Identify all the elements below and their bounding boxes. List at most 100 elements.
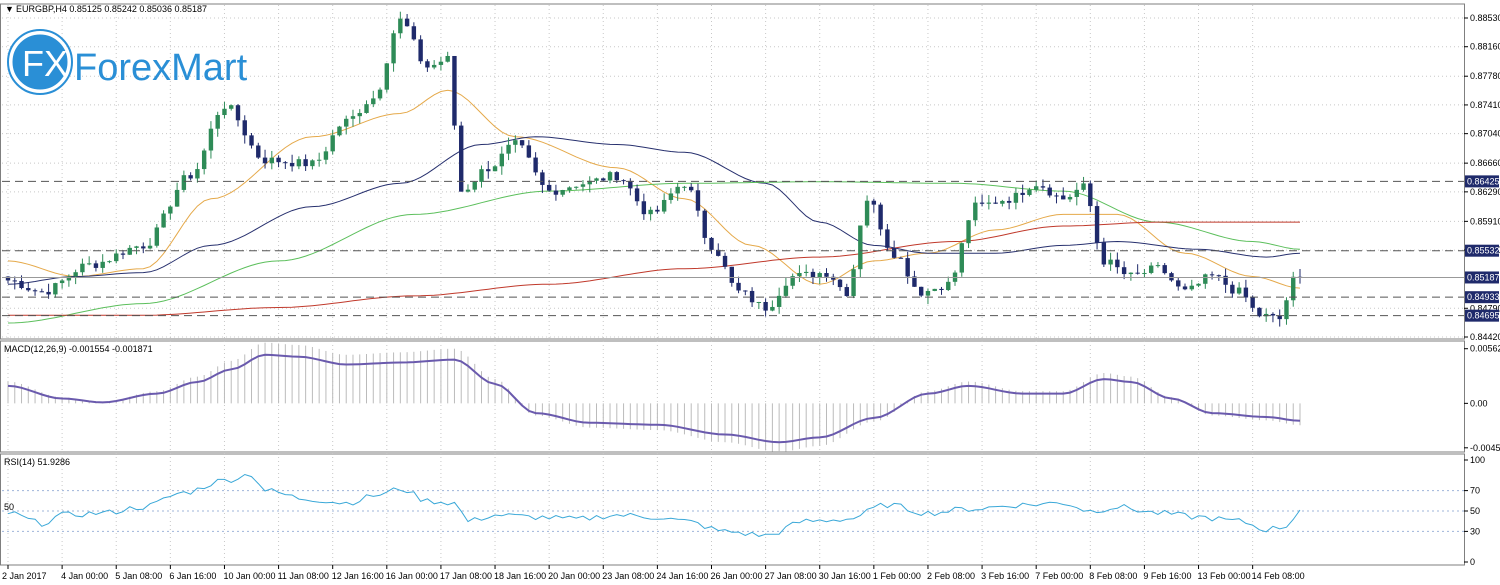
candle-bear (553, 190, 559, 195)
time-tick-label: 2 Feb 08:00 (927, 571, 975, 581)
candle-bull (472, 181, 477, 190)
candle-bear (5, 276, 11, 281)
moving-average-line (7, 89, 1301, 289)
time-tick-label: 1 Feb 00:00 (873, 571, 921, 581)
candle-bear (249, 135, 254, 146)
level-price-box: 0.86425 (1465, 175, 1500, 188)
candle-bear (1277, 315, 1282, 320)
candle-bull (580, 184, 586, 187)
level-box-bg (1465, 175, 1499, 188)
rsi-tick-label: 100 (1470, 455, 1485, 465)
candle-bear (289, 162, 295, 167)
time-tick-label: 4 Jan 00:00 (61, 571, 108, 581)
candle-bear (621, 180, 626, 182)
candle-bear (891, 247, 897, 258)
logo-text: ForexMart (74, 47, 248, 89)
candle-bear (1243, 287, 1249, 298)
candle-bear (93, 263, 99, 268)
candle-bear (1115, 259, 1120, 268)
candle-bear (26, 288, 31, 291)
candle-bear (939, 288, 944, 291)
candle-bear (262, 157, 268, 164)
candle-bear (486, 169, 491, 172)
candle-bull (668, 193, 674, 200)
candle-bull (229, 105, 234, 109)
candle-bear (1054, 195, 1059, 197)
candle-bull (384, 63, 390, 90)
horizontal-levels (2, 180, 1464, 317)
candle-bear (546, 184, 552, 191)
price-tick-label: 0.84420 (1470, 332, 1500, 342)
candle-bear (459, 125, 464, 192)
chart-header: EURGBP,H4 0.85125 0.85242 0.85036 0.8518… (16, 4, 207, 14)
candle-bull (161, 213, 166, 228)
candle-bear (1061, 195, 1066, 200)
candle-bull (1291, 276, 1296, 301)
candle-bull (574, 186, 579, 188)
time-tick-label: 5 Jan 08:00 (115, 571, 162, 581)
time-tick-label: 24 Jan 16:00 (656, 571, 708, 581)
candle-bull (1142, 272, 1147, 274)
candle-bear (39, 291, 45, 293)
candle-bull (215, 115, 220, 129)
candle-bear (655, 209, 660, 212)
candle-bear (1094, 206, 1100, 243)
fx-badge-ring (7, 29, 73, 95)
candle-bull (127, 247, 132, 255)
candle-bear (411, 26, 417, 40)
candle-bull (1236, 287, 1242, 294)
candle-bear (878, 204, 883, 230)
candle-bull (201, 150, 207, 170)
candle-bear (519, 140, 525, 146)
candle-bear (1101, 242, 1107, 265)
candle-bear (898, 257, 904, 259)
candle-bull (310, 160, 315, 167)
moving-average-line (7, 136, 1301, 285)
candle-bull (134, 246, 139, 248)
candle-bear (871, 200, 877, 205)
candle-bear (12, 280, 17, 282)
candle-bear (1040, 186, 1046, 188)
forexmart-logo: FX ForexMart (7, 29, 248, 95)
candle-bull (858, 225, 863, 270)
candle-bear (1088, 183, 1093, 207)
candle-bull (648, 209, 653, 215)
candle-bull (100, 261, 105, 268)
time-tick-label: 30 Jan 16:00 (819, 571, 871, 581)
candle-bull (1027, 189, 1032, 195)
candle-bull (364, 104, 369, 113)
candle-bear (641, 201, 647, 215)
candle-bear (404, 18, 410, 27)
candle-bear (844, 287, 849, 297)
candle-bull (147, 245, 153, 249)
candle-bear (46, 291, 51, 295)
candle-bear (188, 175, 193, 179)
time-tick-label: 18 Jan 16:00 (494, 571, 546, 581)
candle-bull (499, 153, 505, 167)
time-tick-label: 12 Jan 16:00 (332, 571, 384, 581)
price-tick-label: 0.87780 (1470, 71, 1500, 81)
candle-bear (905, 258, 910, 277)
candle-bear (918, 286, 924, 296)
candle-bull (1148, 265, 1154, 273)
level-box-label: 0.85187 (1467, 272, 1500, 282)
candle-bull (1081, 183, 1086, 190)
candle-bear (1250, 297, 1255, 308)
candle-bull (513, 140, 518, 145)
candle-bull (1189, 285, 1194, 290)
candle-bull (174, 189, 180, 207)
level-box-label: 0.86425 (1467, 176, 1500, 186)
candle-bear (1169, 273, 1174, 281)
candle-bear (1047, 187, 1052, 196)
rsi-tick-label: 50 (1470, 506, 1480, 516)
candle-bear (628, 180, 633, 189)
candle-bull (479, 169, 484, 182)
candle-bull (371, 98, 376, 105)
candle-bear (729, 266, 734, 283)
candle-bear (32, 290, 38, 292)
rsi-tick-label: 0 (1470, 557, 1475, 567)
candle-bull (973, 202, 978, 221)
candle-bull (66, 276, 72, 281)
candle-bull (594, 178, 599, 181)
symbol-menu-icon[interactable]: ▼ (5, 4, 14, 14)
